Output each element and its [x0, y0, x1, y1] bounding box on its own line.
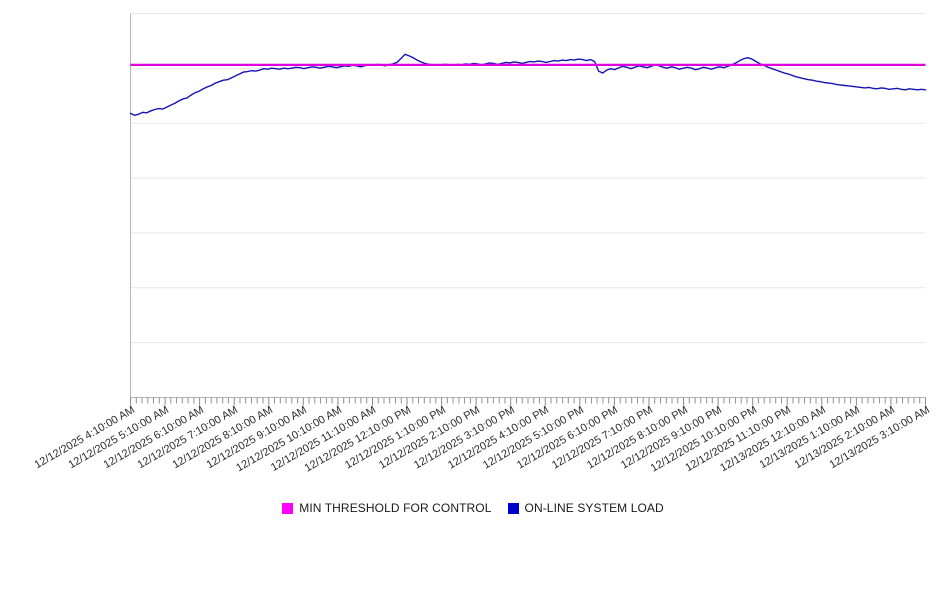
legend-entry-on-line-system-load[interactable]: ON-LINE SYSTEM LOAD [507, 501, 664, 515]
chart-legend: MIN THRESHOLD FOR CONTROL ON-LINE SYSTEM… [0, 496, 946, 520]
legend-label-on-line-system-load: ON-LINE SYSTEM LOAD [524, 501, 664, 515]
chart-plot-area [129, 13, 927, 406]
legend-entry-min-threshold-for-control[interactable]: MIN THRESHOLD FOR CONTROL [282, 501, 491, 515]
chart-container: 12/12/2025 4:10:00 AM 12/12/2025 5:10:00 … [0, 13, 946, 520]
series-line-on-line-system-load [129, 53, 927, 116]
legend-label-min-threshold-for-control: MIN THRESHOLD FOR CONTROL [299, 501, 492, 515]
x-axis-ticks [130, 397, 926, 406]
legend-swatch-magenta [282, 502, 294, 514]
legend-swatch-blue [507, 502, 519, 514]
